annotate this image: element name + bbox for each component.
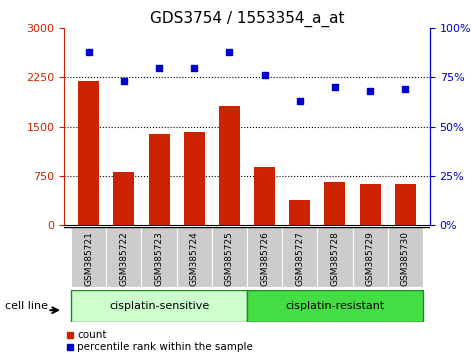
Text: cell line: cell line — [5, 301, 48, 311]
Point — [190, 65, 198, 70]
Text: GSM385723: GSM385723 — [154, 232, 163, 286]
Point — [226, 49, 233, 55]
Point — [85, 49, 93, 55]
Bar — [212, 227, 247, 287]
Bar — [247, 290, 423, 322]
Text: GSM385725: GSM385725 — [225, 232, 234, 286]
Text: GSM385721: GSM385721 — [84, 232, 93, 286]
Bar — [106, 227, 142, 287]
Point — [401, 86, 409, 92]
Bar — [352, 227, 388, 287]
Bar — [71, 290, 247, 322]
Text: GSM385729: GSM385729 — [366, 232, 375, 286]
Point — [155, 65, 163, 70]
Bar — [395, 184, 416, 225]
Text: GSM385722: GSM385722 — [119, 232, 128, 286]
Bar — [114, 172, 134, 225]
Point — [366, 88, 374, 94]
Text: percentile rank within the sample: percentile rank within the sample — [77, 342, 253, 352]
Text: GSM385728: GSM385728 — [331, 232, 340, 286]
Bar — [177, 227, 212, 287]
Bar — [247, 227, 282, 287]
Text: GSM385730: GSM385730 — [401, 232, 410, 286]
Bar — [219, 105, 240, 225]
Text: cisplatin-resistant: cisplatin-resistant — [285, 301, 385, 311]
Point — [331, 84, 339, 90]
Bar — [289, 200, 310, 225]
Bar — [360, 184, 380, 225]
Point — [296, 98, 304, 104]
Bar — [184, 132, 205, 225]
Text: count: count — [77, 330, 106, 340]
Bar — [149, 135, 170, 225]
Bar — [282, 227, 317, 287]
Title: GDS3754 / 1553354_a_at: GDS3754 / 1553354_a_at — [150, 11, 344, 27]
Point — [120, 79, 128, 84]
Bar — [142, 227, 177, 287]
Bar — [254, 167, 275, 225]
Bar — [71, 227, 106, 287]
Point — [261, 73, 268, 78]
Text: GSM385726: GSM385726 — [260, 232, 269, 286]
Bar — [388, 227, 423, 287]
Text: cisplatin-sensitive: cisplatin-sensitive — [109, 301, 209, 311]
Bar — [317, 227, 352, 287]
Text: GSM385727: GSM385727 — [295, 232, 304, 286]
Bar — [324, 182, 345, 225]
Text: GSM385724: GSM385724 — [190, 232, 199, 286]
Bar — [78, 81, 99, 225]
